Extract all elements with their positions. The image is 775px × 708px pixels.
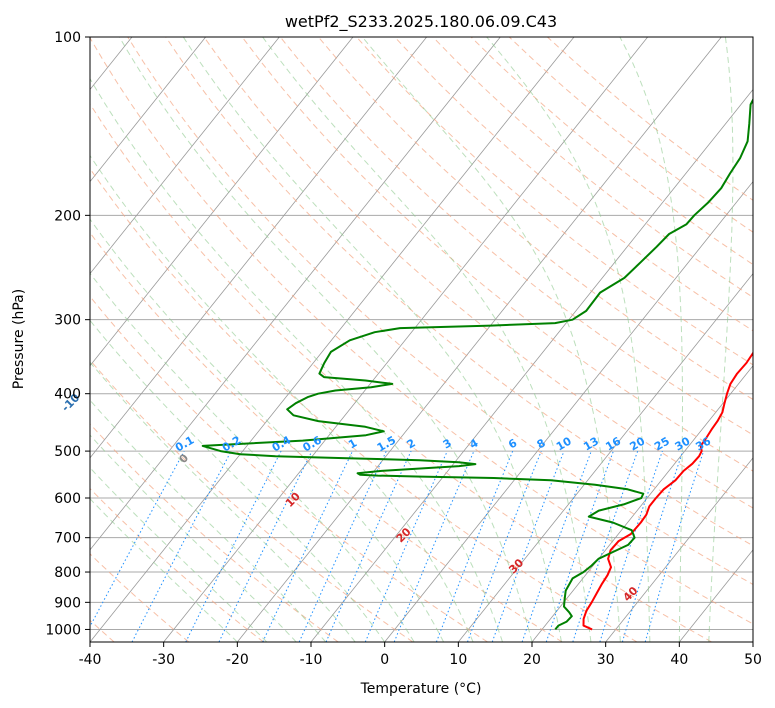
dry-adiabat [90,359,414,642]
moist-adiabat [619,37,683,642]
plot-frame [89,36,754,643]
moist-adiabat [182,37,562,642]
dry-adiabat [127,37,753,586]
mixing-ratio-line [90,450,185,628]
mixing-ratio-line [364,450,448,642]
x-tick-label: -40 [79,652,102,668]
y-tick-label: 500 [54,444,81,460]
x-tick-label: -20 [226,652,249,668]
profile-lines [201,97,753,631]
isotherm [163,37,648,642]
isotherm [605,457,753,642]
moist-adiabat [90,77,503,642]
moist-adiabat [262,37,592,642]
mixing-ratio-line [621,450,684,642]
isotherm [531,365,753,642]
y-tick-label: 700 [54,531,81,547]
temperature-profile-line [582,351,753,631]
x-tick-label: 30 [597,652,615,668]
dry-adiabat [90,167,638,642]
y-tick-label: 600 [54,491,81,507]
y-tick-label: 200 [54,208,81,224]
chart-title: wetPf2_S233.2025.180.06.09.C43 [285,12,557,32]
mixing-ratio-line [599,450,663,642]
moist-adiabat [708,37,734,642]
mixing-ratio-line [393,450,475,642]
isotherm [90,37,280,275]
dry-adiabat [90,103,712,642]
x-tick-label: 20 [523,652,541,668]
mixing-ratio-line [545,450,614,642]
x-tick-label: 50 [744,652,762,668]
dry-adiabat [90,231,563,642]
isotherm [90,37,575,642]
isotherm [90,37,354,367]
dry-adiabat [90,37,753,625]
isotherm [90,37,427,459]
isotherm [0,37,58,642]
moist-adiabat [90,272,415,642]
plot-background [90,37,753,642]
y-tick-label: 400 [54,387,81,403]
x-tick-label: 10 [449,652,467,668]
dry-adiabat [318,37,753,401]
x-tick-label: 0 [380,652,389,668]
y-tick-label: 1000 [45,622,81,638]
isotherm [237,37,722,642]
axes: -40 -30 -20 -10 0 10 20 30 40 50 1000 900 800 700 600 5… [45,30,762,668]
y-axis-label: Pressure (hPa) [11,289,27,389]
y-tick-label: 300 [54,313,81,329]
mixing-ratio-line [521,450,592,642]
y-tick-label: 900 [54,595,81,611]
mixing-ratio-line [467,450,542,642]
mixing-ratio-line [435,450,514,642]
moist-adiabat [90,361,356,642]
moist-adiabat [90,467,268,642]
moist-adiabat [90,434,297,642]
mixing-ratio-line [185,450,282,642]
moist-adiabat [90,154,474,642]
x-tick-label: 40 [670,652,688,668]
isotherm [90,37,501,551]
dry-adiabat [90,295,488,642]
x-tick-label: -30 [152,652,175,668]
moist-adiabat [90,498,238,642]
mixing-ratio-line [491,450,565,642]
x-tick-label: -10 [300,652,323,668]
dry-adiabat [356,37,753,366]
mixing-ratio-line [325,450,412,642]
dewpoint-profile-line [201,97,753,631]
mixing-ratio-line [644,450,705,642]
mixing-ratio-line [572,450,639,642]
isotherm [90,37,206,183]
dry-adiabat [90,423,339,642]
moist-adiabat [90,319,386,642]
x-axis-label: Temperature (°C) [360,681,482,697]
dry-adiabat [394,37,753,332]
dry-adiabat [90,553,190,642]
y-tick-label: 800 [54,565,81,581]
isotherm [458,273,753,642]
moist-adiabat [90,218,445,642]
dry-adiabat [165,37,753,547]
isotherm [384,180,753,642]
y-tick-label: 100 [54,30,81,46]
moist-adiabat [118,37,533,642]
isotherm [752,641,753,642]
background-lines [0,37,753,642]
